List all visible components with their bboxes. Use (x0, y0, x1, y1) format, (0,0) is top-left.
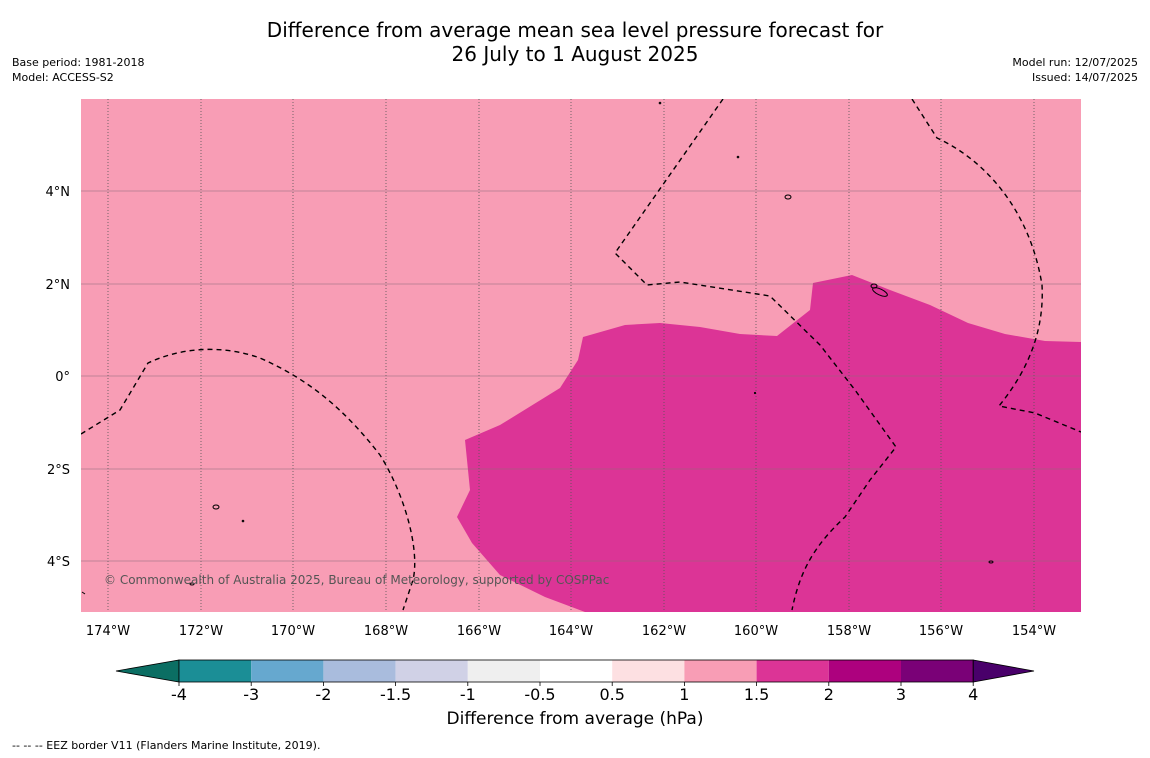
colorbar-segment (251, 660, 324, 682)
colorbar-tick-label: 1 (679, 685, 689, 704)
anomaly-class-1p5-2-fill (457, 275, 1081, 612)
meta-right: Model run: 12/07/2025 Issued: 14/07/2025 (1012, 55, 1138, 85)
colorbar-label: Difference from average (hPa) (446, 709, 704, 729)
colorbar: -4 -3 -2 -1.5 -1 -0.5 0.5 1 1.5 2 3 4 (115, 659, 1035, 704)
island-d (212, 504, 220, 510)
colorbar-tick-label: 0.5 (599, 685, 624, 704)
colorbar-extend-min (115, 659, 180, 683)
colorbar-tick-label: 4 (968, 685, 978, 704)
eez-legend-note: -- -- -- EEZ border V11 (Flanders Marine… (12, 739, 321, 752)
model-name: Model: ACCESS-S2 (12, 71, 114, 84)
island-j (988, 560, 994, 564)
island-h (736, 155, 740, 159)
island-i (753, 391, 757, 395)
colorbar-tick-label: 2 (824, 685, 834, 704)
model-run: Model run: 12/07/2025 (1012, 56, 1138, 69)
colorbar-tick-label: -2 (315, 685, 331, 704)
y-tick: 2°N (46, 278, 71, 293)
y-tick: 0° (55, 370, 70, 385)
eez-border-west (81, 348, 416, 611)
colorbar-border (178, 659, 974, 683)
island-a (784, 194, 792, 200)
eez-borders (81, 99, 1081, 611)
colorbar-tick-label: -1.5 (380, 685, 411, 704)
meta-left: Base period: 1981-2018 Model: ACCESS-S2 (12, 55, 144, 85)
colorbar-tick-label: -4 (171, 685, 187, 704)
island-b (872, 287, 888, 297)
y-tick: 2°S (47, 463, 70, 478)
island-f (189, 582, 195, 586)
y-tick: 4°N (46, 185, 71, 200)
x-tick: 162°W (642, 624, 686, 639)
colorbar-segment (684, 660, 757, 682)
island-e (241, 519, 245, 523)
x-tick: 158°W (827, 624, 871, 639)
title-line-2: 26 July to 1 August 2025 (451, 42, 699, 66)
colorbar-segment (901, 660, 974, 682)
x-axis-labels: 174°W 172°W 170°W 168°W 166°W 164°W 162°… (86, 624, 1056, 639)
x-tick: 154°W (1012, 624, 1056, 639)
grid-lines (81, 99, 1081, 612)
colorbar-tick-label: -3 (243, 685, 259, 704)
map-plot-area: © Commonwealth of Australia 2025, Bureau… (81, 99, 1081, 612)
colorbar-segment (323, 660, 396, 682)
issued-date: Issued: 14/07/2025 (1031, 71, 1138, 84)
x-tick: 172°W (179, 624, 223, 639)
x-tick: 174°W (86, 624, 130, 639)
island-c (870, 283, 878, 289)
colorbar-segment (179, 660, 252, 682)
colorbar-segment (612, 660, 685, 682)
y-axis-labels: 4°N 2°N 0° 2°S 4°S (46, 185, 71, 570)
x-tick: 160°W (734, 624, 778, 639)
x-tick: 166°W (457, 624, 501, 639)
x-tick: 168°W (364, 624, 408, 639)
colorbar-segment (467, 660, 540, 682)
colorbar-segment (756, 660, 829, 682)
x-tick: 170°W (271, 624, 315, 639)
eez-border-central (614, 99, 897, 611)
colorbar-tick-label: 3 (896, 685, 906, 704)
copyright-text: © Commonwealth of Australia 2025, Bureau… (104, 573, 609, 587)
x-tick: 164°W (549, 624, 593, 639)
title-line-1: Difference from average mean sea level p… (266, 18, 884, 42)
base-period: Base period: 1981-2018 (12, 56, 145, 69)
colorbar-extend-max (972, 659, 1035, 683)
colorbar-tick-label: -0.5 (524, 685, 555, 704)
colorbar-segment (540, 660, 613, 682)
map-title: Difference from average mean sea level p… (0, 18, 1150, 66)
island-k (81, 591, 86, 595)
colorbar-segment (828, 660, 901, 682)
colorbar-segment (395, 660, 468, 682)
x-tick: 156°W (919, 624, 963, 639)
islands (81, 101, 994, 595)
colorbar-tick-label: -1 (460, 685, 476, 704)
colorbar-tick-label: 1.5 (744, 685, 769, 704)
island-g (658, 101, 662, 105)
y-tick: 4°S (47, 555, 70, 570)
eez-border-east (911, 99, 1081, 433)
